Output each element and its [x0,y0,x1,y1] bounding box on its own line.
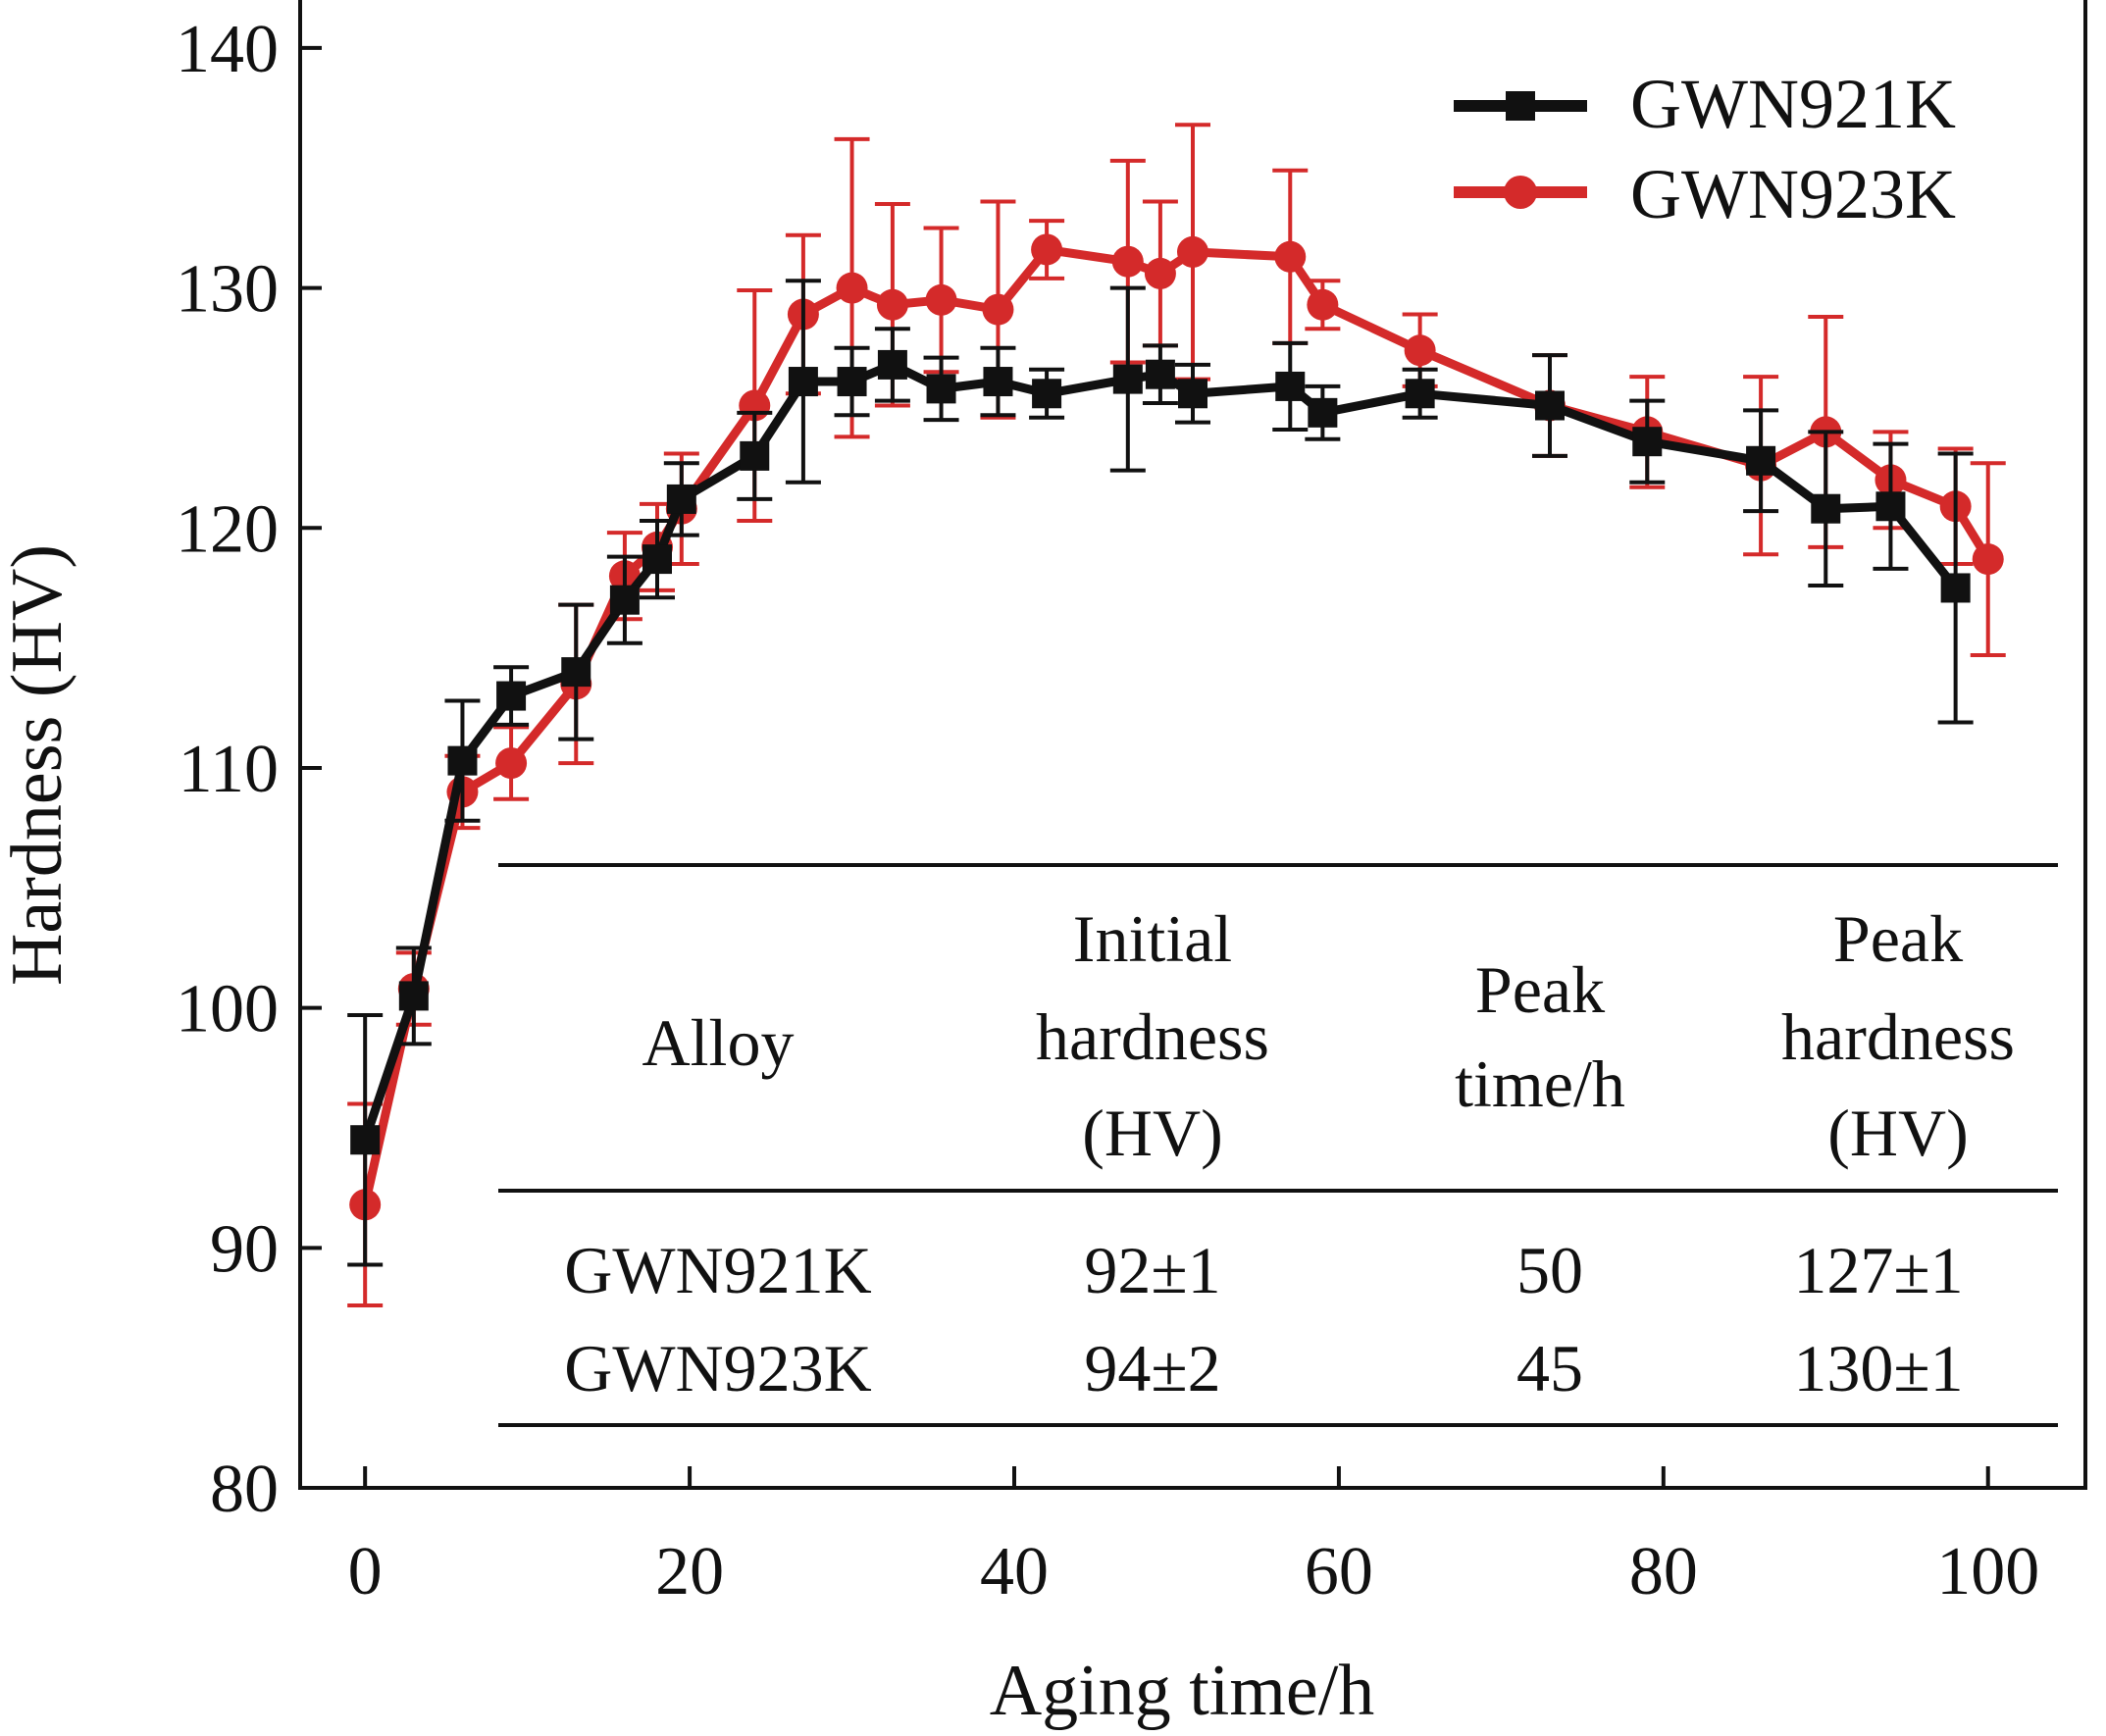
table-header-peakhard-2: hardness [1781,999,2015,1074]
data-point-gwn923k-14 [1031,233,1063,266]
y-tick-label-130: 130 [176,252,279,328]
series-layer [347,123,2006,1308]
series-gwn921k [347,279,1974,1267]
table-header-initial-2: hardness [1036,999,1269,1074]
legend-marker-gwn923k [1504,176,1537,209]
table-header-peaktime-1: Peak [1475,952,1605,1027]
data-point-gwn921k-25 [1875,491,1906,522]
x-tick-label-20: 20 [655,1534,724,1609]
y-tick-label-140: 140 [176,12,279,87]
y-axis-title: Hardness (HV) [0,544,77,986]
x-tick-label-0: 0 [348,1534,383,1609]
data-point-gwn923k-13 [982,293,1014,326]
table-header-initial-3: (HV) [1082,1096,1223,1170]
data-point-gwn923k-17 [1177,235,1208,268]
y-axis: 80 90 100 110 120 130 140 [176,12,322,1527]
data-point-gwn923k-27 [1972,543,2004,576]
y-tick-label-90: 90 [210,1211,279,1287]
data-point-gwn921k-8 [740,440,770,471]
table-cell-peaktime-2: 45 [1516,1331,1583,1405]
table-header-alloy: Alloy [642,1005,795,1080]
data-point-gwn923k-11 [876,288,908,321]
x-tick-label-60: 60 [1305,1534,1373,1609]
table-header-initial-1: Initial [1073,901,1232,976]
table-cell-peakhard-2: 130±1 [1793,1331,1963,1405]
data-point-gwn921k-23 [1746,445,1776,476]
x-tick-label-80: 80 [1629,1534,1698,1609]
legend: GWN921K GWN923K [1454,65,1956,233]
table-cell-alloy-1: GWN921K [564,1233,872,1307]
data-point-gwn921k-10 [837,367,867,397]
data-point-gwn921k-11 [877,349,907,380]
data-point-gwn923k-12 [925,283,957,316]
data-table: Alloy Initial hardness (HV) Peak time/h … [498,863,2058,1427]
data-point-gwn921k-19 [1308,397,1338,428]
x-tick-label-40: 40 [980,1534,1049,1609]
y-tick-label-100: 100 [176,972,279,1047]
data-point-gwn923k-10 [836,272,868,304]
data-point-gwn921k-7 [666,484,696,514]
grid-and-frame [298,0,2087,1490]
y-tick-label-80: 80 [210,1452,279,1527]
data-point-gwn921k-13 [983,367,1013,397]
y-tick-label-110: 110 [179,732,279,807]
data-point-gwn921k-24 [1811,493,1841,524]
data-point-gwn921k-14 [1032,379,1062,409]
data-point-gwn921k-5 [609,585,640,615]
data-point-gwn921k-22 [1632,427,1663,457]
table-cell-peaktime-1: 50 [1516,1233,1583,1307]
data-point-gwn921k-9 [788,367,818,397]
table-header-peakhard-1: Peak [1833,901,1963,976]
x-axis-title: Aging time/h [990,1651,1375,1731]
plot-frame [298,0,2087,1490]
data-point-gwn923k-20 [1404,334,1436,367]
data-point-gwn923k-19 [1307,288,1339,321]
legend-item-gwn923k: GWN923K [1454,155,1956,233]
x-tick-label-100: 100 [1936,1534,2039,1609]
data-point-gwn923k-15 [1111,245,1144,278]
legend-label-gwn923k: GWN923K [1630,155,1956,233]
table-cell-initial-1: 92±1 [1084,1233,1220,1307]
y-tick-label-120: 120 [176,491,279,567]
data-point-gwn921k-6 [642,544,672,575]
data-point-gwn921k-16 [1145,359,1175,389]
data-point-gwn923k-3 [495,747,528,780]
data-point-gwn921k-4 [561,657,591,688]
table-header-peaktime-2: time/h [1455,1047,1625,1121]
data-point-gwn921k-26 [1940,573,1971,603]
legend-marker-gwn921k [1506,91,1535,121]
data-point-gwn921k-2 [447,745,478,776]
data-point-gwn921k-3 [496,681,527,711]
data-point-gwn921k-15 [1112,364,1143,394]
table-cell-initial-2: 94±2 [1084,1331,1220,1405]
data-point-gwn923k-16 [1144,257,1176,289]
data-point-gwn921k-1 [398,981,429,1011]
data-point-gwn921k-0 [350,1125,381,1155]
data-point-gwn921k-20 [1405,379,1435,409]
data-point-gwn921k-21 [1535,390,1565,421]
table-cell-alloy-2: GWN923K [564,1331,872,1405]
legend-item-gwn921k: GWN921K [1454,65,1956,143]
table-header-peakhard-3: (HV) [1827,1096,1969,1170]
data-point-gwn921k-18 [1275,371,1306,401]
table-cell-peakhard-1: 127±1 [1793,1233,1963,1307]
legend-label-gwn921k: GWN921K [1630,65,1956,143]
data-point-gwn921k-17 [1178,379,1207,409]
data-point-gwn923k-18 [1274,240,1307,273]
data-point-gwn921k-12 [926,374,956,404]
x-axis: 0 20 40 60 80 100 [348,1466,2039,1609]
